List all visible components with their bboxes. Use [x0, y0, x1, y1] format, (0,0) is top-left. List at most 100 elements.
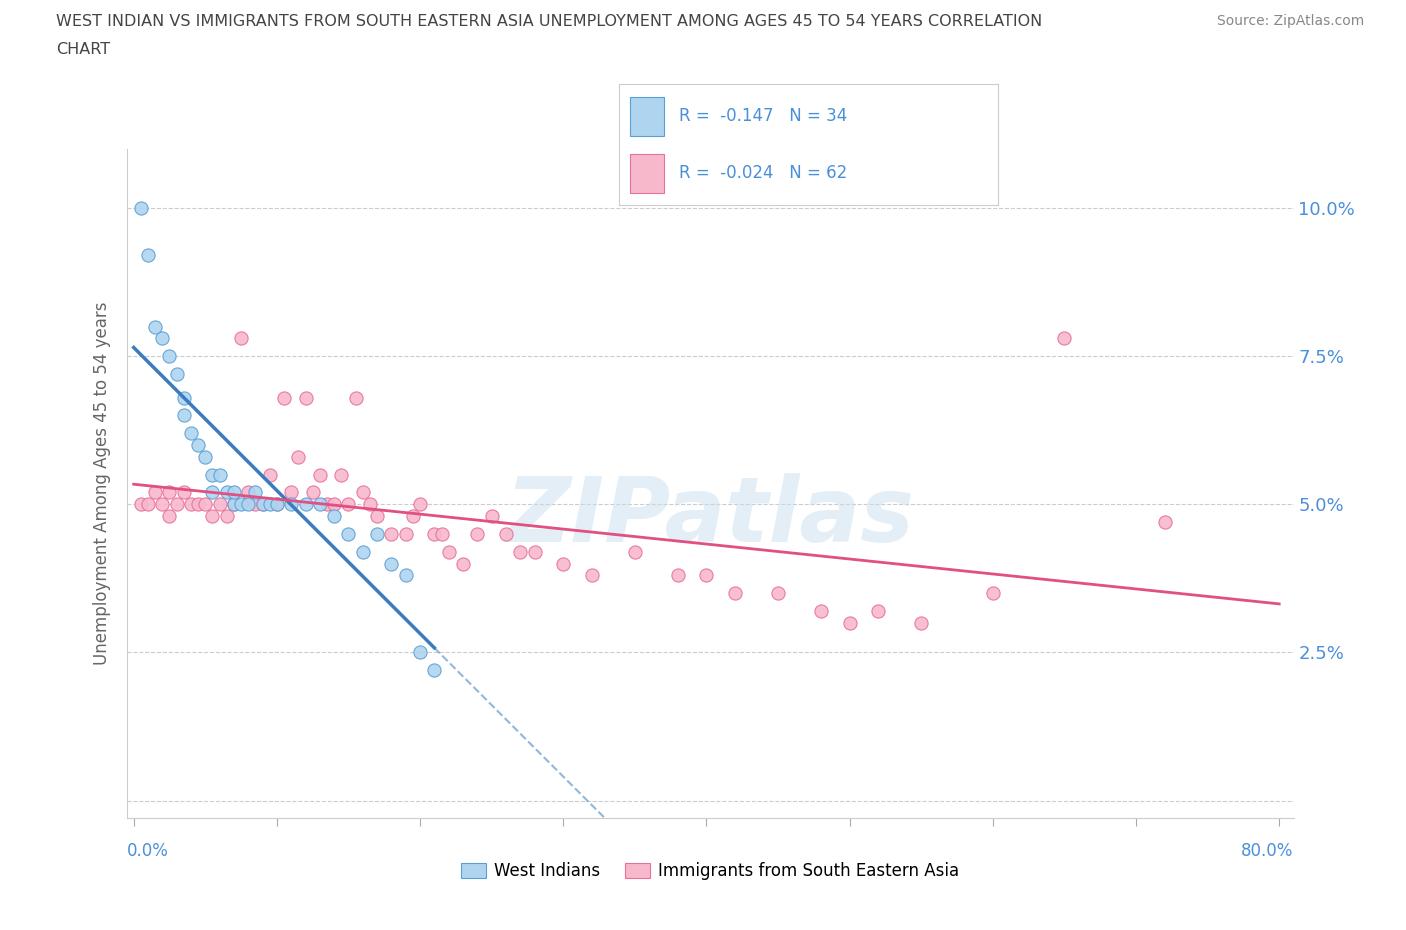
Point [451, 556, 474, 571]
Point [245, 497, 267, 512]
Point [553, 556, 575, 571]
Point [180, 497, 202, 512]
Point [129, 201, 152, 216]
Point [266, 497, 288, 512]
Point [352, 544, 374, 559]
Point [359, 497, 381, 512]
Point [194, 497, 217, 512]
Point [259, 497, 281, 512]
Text: ZIPatlas: ZIPatlas [506, 473, 914, 561]
Point [467, 526, 489, 541]
Point [509, 544, 531, 559]
Text: WEST INDIAN VS IMMIGRANTS FROM SOUTH EASTERN ASIA UNEMPLOYMENT AMONG AGES 45 TO : WEST INDIAN VS IMMIGRANTS FROM SOUTH EAS… [56, 14, 1042, 29]
Point [337, 526, 360, 541]
Point [344, 391, 367, 405]
Point [208, 467, 231, 482]
Point [437, 544, 460, 559]
Point [136, 248, 159, 263]
Point [238, 485, 260, 500]
Point [380, 526, 402, 541]
Point [215, 509, 238, 524]
Point [266, 497, 288, 512]
Point [287, 449, 309, 464]
Point [280, 497, 302, 512]
Point [330, 467, 353, 482]
Point [194, 449, 217, 464]
Legend: West Indians, Immigrants from South Eastern Asia: West Indians, Immigrants from South East… [454, 856, 966, 887]
Point [810, 604, 832, 618]
Point [136, 497, 159, 512]
Point [724, 586, 747, 601]
Point [1153, 514, 1175, 529]
Point [409, 497, 432, 512]
Point [222, 497, 245, 512]
Point [229, 331, 252, 346]
Point [766, 586, 789, 601]
Point [208, 497, 231, 512]
Point [395, 568, 418, 583]
Point [159, 509, 181, 524]
Point [838, 616, 860, 631]
Point [173, 391, 195, 405]
Point [294, 391, 316, 405]
Point [301, 485, 323, 500]
Point [201, 467, 224, 482]
Point [143, 485, 166, 500]
Point [981, 586, 1004, 601]
Point [308, 467, 330, 482]
Point [868, 604, 890, 618]
Point [666, 568, 689, 583]
Point [280, 485, 302, 500]
Point [187, 497, 209, 512]
Point [150, 331, 173, 346]
Text: R =  -0.147   N = 34: R = -0.147 N = 34 [679, 107, 848, 126]
Text: R =  -0.024   N = 62: R = -0.024 N = 62 [679, 165, 848, 182]
Point [695, 568, 717, 583]
Point [201, 485, 224, 500]
Point [366, 509, 388, 524]
Point [423, 526, 446, 541]
Point [523, 544, 546, 559]
Point [581, 568, 603, 583]
Point [316, 497, 339, 512]
Point [624, 544, 647, 559]
Point [910, 616, 932, 631]
Point [495, 526, 517, 541]
Point [245, 485, 267, 500]
Point [352, 485, 374, 500]
Point [238, 497, 260, 512]
Text: Source: ZipAtlas.com: Source: ZipAtlas.com [1216, 14, 1364, 28]
Point [215, 485, 238, 500]
Point [323, 509, 346, 524]
Point [201, 509, 224, 524]
Point [252, 497, 274, 512]
Y-axis label: Unemployment Among Ages 45 to 54 years: Unemployment Among Ages 45 to 54 years [93, 302, 111, 665]
Point [402, 509, 425, 524]
Point [166, 497, 188, 512]
Point [294, 497, 316, 512]
Point [259, 467, 281, 482]
Point [273, 391, 295, 405]
Point [380, 556, 402, 571]
Point [166, 366, 188, 381]
Point [187, 438, 209, 453]
Point [252, 497, 274, 512]
Point [150, 497, 173, 512]
Point [323, 497, 346, 512]
Point [366, 526, 388, 541]
Point [395, 526, 418, 541]
Point [159, 485, 181, 500]
FancyBboxPatch shape [630, 97, 664, 136]
Point [423, 663, 446, 678]
Point [430, 526, 453, 541]
Point [173, 485, 195, 500]
Point [222, 497, 245, 512]
Point [129, 497, 152, 512]
Text: CHART: CHART [56, 42, 110, 57]
Point [222, 485, 245, 500]
Point [173, 408, 195, 423]
Point [180, 426, 202, 441]
Text: 80.0%: 80.0% [1241, 842, 1294, 859]
Point [481, 509, 503, 524]
Text: 0.0%: 0.0% [127, 842, 169, 859]
